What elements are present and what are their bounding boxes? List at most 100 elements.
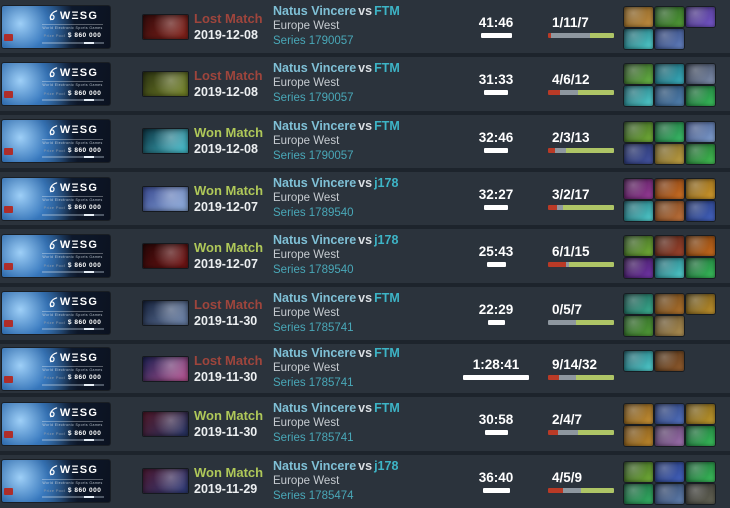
match-result-link[interactable]: Lost Match xyxy=(194,352,263,368)
hero-portrait[interactable] xyxy=(143,129,188,154)
item-icon[interactable] xyxy=(686,236,715,257)
item-icon[interactable] xyxy=(655,258,684,279)
match-result-link[interactable]: Won Match xyxy=(194,182,264,198)
hero-portrait[interactable] xyxy=(143,186,188,211)
hero-portrait[interactable] xyxy=(143,411,188,436)
item-icon[interactable] xyxy=(655,404,684,425)
match-result-link[interactable]: Won Match xyxy=(194,407,264,423)
item-icon[interactable] xyxy=(624,64,653,85)
item-icon[interactable] xyxy=(655,7,684,27)
item-icon[interactable] xyxy=(655,86,684,107)
team-two-link[interactable]: j178 xyxy=(374,176,399,191)
item-icon[interactable] xyxy=(655,293,684,314)
item-icon[interactable] xyxy=(655,236,684,257)
item-icon[interactable] xyxy=(624,86,653,107)
item-icon[interactable] xyxy=(624,200,653,221)
match-row[interactable]: WΞSG World Electronic Sports Games Prize… xyxy=(0,171,730,226)
item-icon[interactable] xyxy=(624,29,653,49)
team-two-link[interactable]: FTM xyxy=(374,290,400,305)
series-link[interactable]: Series 1790057 xyxy=(273,35,354,48)
item-icon[interactable] xyxy=(655,64,684,85)
team-two-link[interactable]: j178 xyxy=(374,233,399,248)
team-one-link[interactable]: Natus Vincere xyxy=(273,61,357,76)
hero-portrait[interactable] xyxy=(143,243,188,268)
hero-portrait[interactable] xyxy=(143,469,188,494)
item-icon[interactable] xyxy=(686,7,715,27)
item-icon[interactable] xyxy=(624,461,653,482)
series-link[interactable]: Series 1785474 xyxy=(273,489,354,502)
series-link[interactable]: Series 1785741 xyxy=(273,377,354,390)
item-icon[interactable] xyxy=(624,483,653,504)
hero-portrait[interactable] xyxy=(143,71,188,96)
match-result-link[interactable]: Lost Match xyxy=(194,10,263,26)
match-result-link[interactable]: Lost Match xyxy=(194,297,263,313)
item-icon[interactable] xyxy=(655,461,684,482)
item-icon[interactable] xyxy=(624,7,653,27)
item-icon[interactable] xyxy=(655,178,684,199)
item-icon[interactable] xyxy=(655,29,684,49)
match-row[interactable]: WΞSG World Electronic Sports Games Prize… xyxy=(0,0,730,54)
team-two-link[interactable]: FTM xyxy=(374,61,400,76)
team-one-link[interactable]: Natus Vincere xyxy=(273,233,357,248)
match-row[interactable]: WΞSG World Electronic Sports Games Prize… xyxy=(0,114,730,168)
item-icon[interactable] xyxy=(624,350,653,371)
item-icon[interactable] xyxy=(655,426,684,447)
match-row[interactable]: WΞSG World Electronic Sports Games Prize… xyxy=(0,286,730,340)
series-link[interactable]: Series 1789540 xyxy=(273,207,354,220)
team-one-link[interactable]: Natus Vincere xyxy=(273,346,357,361)
item-icon[interactable] xyxy=(686,86,715,107)
item-icon[interactable] xyxy=(686,483,715,504)
match-result-link[interactable]: Won Match xyxy=(194,465,264,481)
team-one-link[interactable]: Natus Vincere xyxy=(273,4,357,19)
item-icon[interactable] xyxy=(655,350,684,371)
item-icon[interactable] xyxy=(624,293,653,314)
league-banner[interactable]: WΞSG World Electronic Sports Games Prize… xyxy=(2,292,110,335)
hero-portrait[interactable] xyxy=(143,301,188,326)
team-one-link[interactable]: Natus Vincere xyxy=(273,118,357,133)
team-one-link[interactable]: Natus Vincere xyxy=(273,176,357,191)
league-banner[interactable]: WΞSG World Electronic Sports Games Prize… xyxy=(2,402,110,445)
team-one-link[interactable]: Natus Vincere xyxy=(273,458,357,473)
item-icon[interactable] xyxy=(686,178,715,199)
match-row[interactable]: WΞSG World Electronic Sports Games Prize… xyxy=(0,397,730,451)
item-icon[interactable] xyxy=(624,426,653,447)
match-row[interactable]: WΞSG World Electronic Sports Games Prize… xyxy=(0,57,730,111)
league-banner[interactable]: WΞSG World Electronic Sports Games Prize… xyxy=(2,62,110,105)
item-icon[interactable] xyxy=(624,178,653,199)
match-row[interactable]: WΞSG World Electronic Sports Games Prize… xyxy=(0,343,730,394)
item-icon[interactable] xyxy=(686,258,715,279)
league-banner[interactable]: WΞSG World Electronic Sports Games Prize… xyxy=(2,347,110,390)
item-icon[interactable] xyxy=(655,200,684,221)
item-icon[interactable] xyxy=(655,315,684,336)
team-two-link[interactable]: FTM xyxy=(374,346,400,361)
item-icon[interactable] xyxy=(686,200,715,221)
series-link[interactable]: Series 1790057 xyxy=(273,92,354,105)
series-link[interactable]: Series 1790057 xyxy=(273,149,354,162)
league-banner[interactable]: WΞSG World Electronic Sports Games Prize… xyxy=(2,460,110,503)
item-icon[interactable] xyxy=(686,121,715,142)
match-result-link[interactable]: Lost Match xyxy=(194,67,263,83)
league-banner[interactable]: WΞSG World Electronic Sports Games Prize… xyxy=(2,5,110,48)
item-icon[interactable] xyxy=(624,143,653,164)
item-icon[interactable] xyxy=(655,121,684,142)
hero-portrait[interactable] xyxy=(143,14,188,39)
series-link[interactable]: Series 1789540 xyxy=(273,264,354,277)
match-result-link[interactable]: Won Match xyxy=(194,239,264,255)
series-link[interactable]: Series 1785741 xyxy=(273,321,354,334)
league-banner[interactable]: WΞSG World Electronic Sports Games Prize… xyxy=(2,120,110,163)
item-icon[interactable] xyxy=(686,404,715,425)
match-result-link[interactable]: Won Match xyxy=(194,125,264,141)
team-two-link[interactable]: FTM xyxy=(374,118,400,133)
item-icon[interactable] xyxy=(655,143,684,164)
league-banner[interactable]: WΞSG World Electronic Sports Games Prize… xyxy=(2,177,110,220)
hero-portrait[interactable] xyxy=(143,356,188,381)
team-one-link[interactable]: Natus Vincere xyxy=(273,401,357,416)
item-icon[interactable] xyxy=(686,426,715,447)
team-two-link[interactable]: FTM xyxy=(374,4,400,19)
item-icon[interactable] xyxy=(686,143,715,164)
item-icon[interactable] xyxy=(655,483,684,504)
item-icon[interactable] xyxy=(624,236,653,257)
item-icon[interactable] xyxy=(624,121,653,142)
item-icon[interactable] xyxy=(624,315,653,336)
league-banner[interactable]: WΞSG World Electronic Sports Games Prize… xyxy=(2,234,110,277)
